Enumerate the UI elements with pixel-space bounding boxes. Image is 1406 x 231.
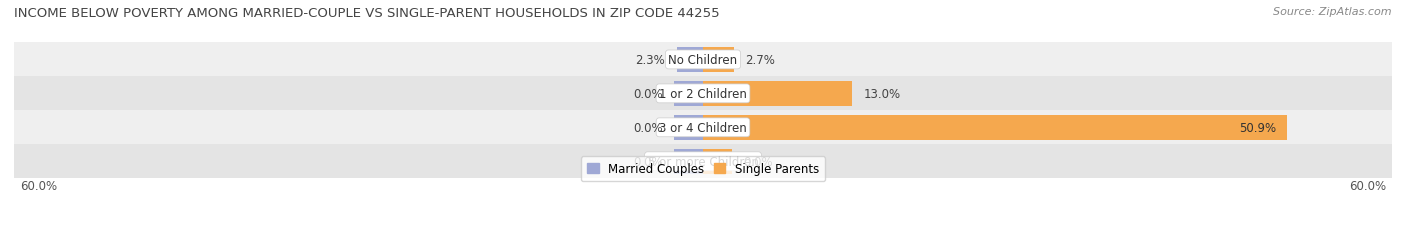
- Text: No Children: No Children: [668, 54, 738, 67]
- Text: 1 or 2 Children: 1 or 2 Children: [659, 88, 747, 100]
- Text: 0.0%: 0.0%: [744, 155, 773, 168]
- Bar: [14, 145, 1392, 179]
- Legend: Married Couples, Single Parents: Married Couples, Single Parents: [581, 157, 825, 181]
- Text: 50.9%: 50.9%: [1239, 121, 1277, 134]
- Text: 5 or more Children: 5 or more Children: [648, 155, 758, 168]
- Bar: [703, 82, 852, 106]
- Text: INCOME BELOW POVERTY AMONG MARRIED-COUPLE VS SINGLE-PARENT HOUSEHOLDS IN ZIP COD: INCOME BELOW POVERTY AMONG MARRIED-COUPL…: [14, 7, 720, 20]
- Bar: [676, 48, 703, 72]
- Text: 13.0%: 13.0%: [863, 88, 901, 100]
- Text: 0.0%: 0.0%: [633, 88, 662, 100]
- Text: 60.0%: 60.0%: [1350, 179, 1386, 192]
- Text: 0.0%: 0.0%: [633, 155, 662, 168]
- Text: 2.7%: 2.7%: [745, 54, 775, 67]
- Bar: [14, 43, 1392, 77]
- Bar: [14, 111, 1392, 145]
- Text: Source: ZipAtlas.com: Source: ZipAtlas.com: [1274, 7, 1392, 17]
- Text: 3 or 4 Children: 3 or 4 Children: [659, 121, 747, 134]
- Bar: [703, 116, 1288, 140]
- Bar: [703, 149, 731, 174]
- Bar: [703, 48, 734, 72]
- Bar: [675, 149, 703, 174]
- Bar: [675, 116, 703, 140]
- Text: 0.0%: 0.0%: [633, 121, 662, 134]
- Text: 2.3%: 2.3%: [636, 54, 665, 67]
- Bar: [14, 77, 1392, 111]
- Text: 60.0%: 60.0%: [20, 179, 56, 192]
- Bar: [675, 82, 703, 106]
